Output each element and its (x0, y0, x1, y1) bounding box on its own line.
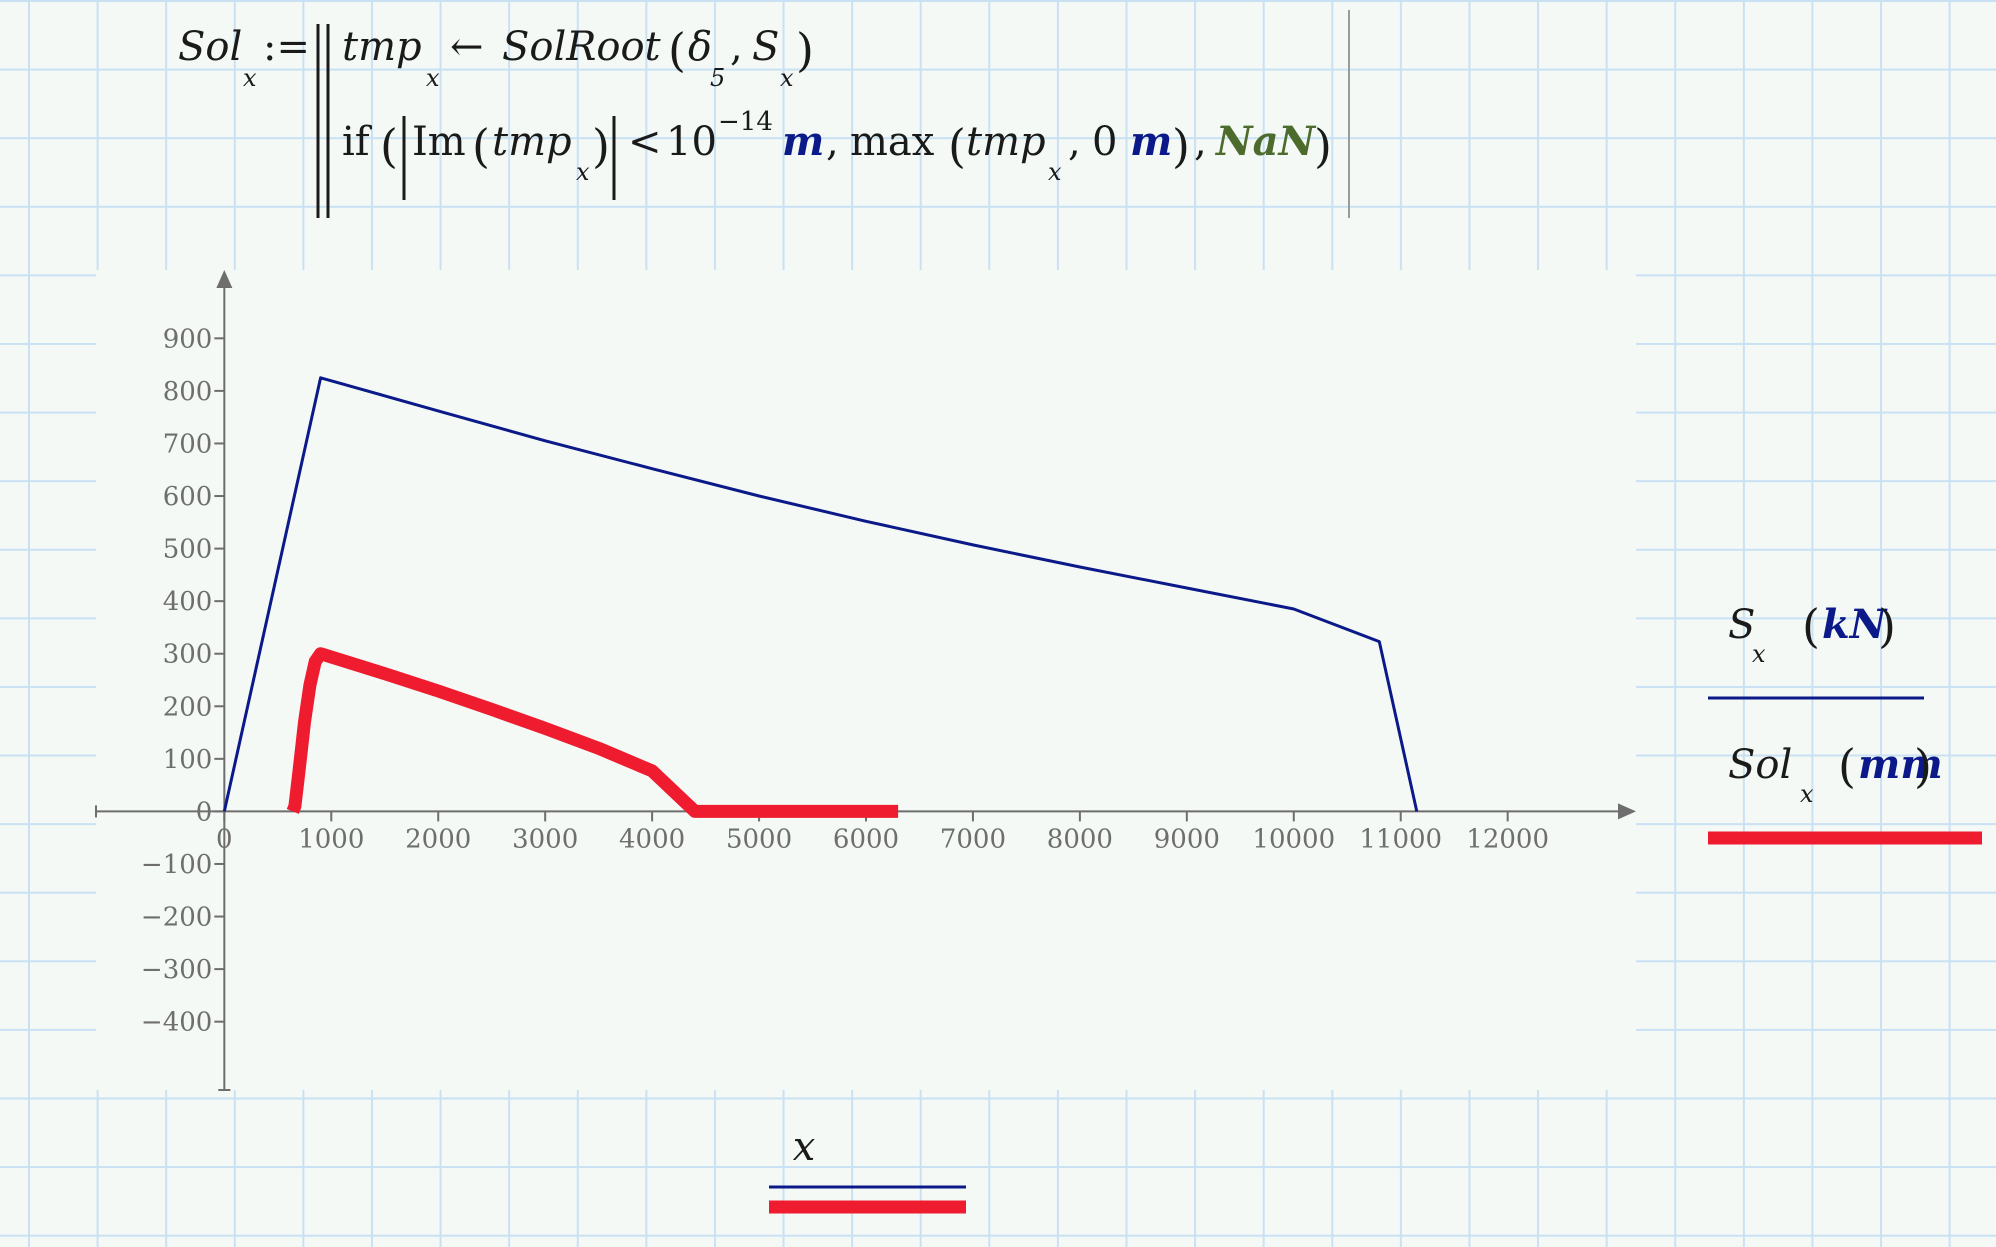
y-tick-label: 0 (196, 797, 213, 827)
line1-var: tmp (342, 24, 422, 70)
line2-var-sub: x (576, 158, 590, 186)
line2-comma1: , (826, 119, 839, 165)
line1-paren-close: ) (796, 23, 814, 77)
x-axis-arrow (1618, 803, 1636, 820)
line1-arg1-sub: 5 (710, 64, 725, 92)
line2-lt: < (628, 119, 662, 165)
x-tick-label: 7000 (940, 824, 1006, 854)
y-tick-label: −300 (141, 955, 212, 985)
x-tick-label: 9000 (1154, 824, 1220, 854)
y-tick-label: −100 (141, 850, 212, 880)
line2-im-paren-open: ( (472, 119, 490, 173)
series-line-2 (286, 647, 899, 818)
x-tick-label: 4000 (619, 824, 685, 854)
legend-label-sub-2: x (1800, 780, 1814, 808)
legend-paren-open-2: ( (1838, 739, 1856, 793)
line2-paren-open: ( (380, 119, 398, 173)
x-axis-ticks: 0 1000 2000 3000 4000 5000 6000 7000 8000 9000 100… (216, 811, 1549, 854)
line1-arg2-sub: x (780, 64, 794, 92)
formula-block: Sol x := tmp x ← SolRoot ( δ 5 , S x ) i… (0, 0, 1400, 230)
y-axis-arrow (216, 270, 233, 288)
line2-if: if (342, 119, 373, 165)
legend-label-sub-1: x (1752, 640, 1766, 668)
y-tick-label: 800 (163, 377, 213, 407)
y-tick-label: 300 (163, 640, 213, 670)
line2-base: 10 (666, 119, 717, 165)
x-tick-label: 2000 (405, 824, 471, 854)
line2-var: tmp (492, 119, 572, 165)
y-tick-label: 100 (163, 745, 213, 775)
line2-im-paren-close: ) (592, 119, 610, 173)
line1-arrow: ← (450, 24, 484, 70)
x-tick-label: 8000 (1047, 824, 1113, 854)
line2-exp: −14 (718, 107, 773, 137)
line1-arg1: δ (688, 24, 712, 70)
y-tick-label: 500 (163, 535, 213, 565)
legend-unit-1: kN (1822, 601, 1888, 648)
legend-paren-open-1: ( (1802, 599, 1820, 653)
y-tick-label: 900 (163, 324, 213, 354)
x-tick-label: 5000 (726, 824, 792, 854)
formula-assign: := (263, 24, 310, 70)
series-layer (222, 376, 1419, 818)
x-tick-label: 3000 (512, 824, 578, 854)
x-tick-label: 12000 (1466, 824, 1549, 854)
y-tick-label: 400 (163, 587, 213, 617)
x-tick-label: 6000 (833, 824, 899, 854)
line2-max-var: tmp (966, 119, 1046, 165)
formula-lhs: Sol (178, 24, 242, 70)
y-tick-label: 700 (163, 429, 213, 459)
line2-nan: NaN (1214, 118, 1316, 165)
legend-unit-2: mm (1858, 741, 1943, 788)
legend-paren-close-1: ) (1878, 599, 1896, 653)
chart-axes (95, 270, 1636, 1091)
line1-arg2: S (752, 24, 779, 70)
legend-paren-close-2: ) (1914, 739, 1932, 793)
x-tick-label: 11000 (1359, 824, 1442, 854)
line2-paren-close: ) (1314, 119, 1332, 173)
y-axis-ticks: −400 −300 −200 −100 0 100 200 300 400 500 600 700 80… (141, 324, 225, 1038)
line2-comma2: , (1068, 119, 1081, 165)
line1-func: SolRoot (502, 24, 662, 70)
y-tick-label: 200 (163, 692, 213, 722)
y-tick-label: −200 (141, 903, 212, 933)
line2-unit2: m (1130, 118, 1172, 165)
plot-region[interactable] (96, 270, 1636, 1090)
series-line-1 (222, 376, 1419, 812)
formula-lhs-sub: x (243, 64, 257, 92)
line2-max-var-sub: x (1048, 158, 1062, 186)
legend-label-2: Sol (1728, 742, 1792, 788)
line2-max: max (850, 119, 935, 165)
formula-svg: Sol x := tmp x ← SolRoot ( δ 5 , S x ) i… (178, 10, 1350, 218)
line1-var-sub: x (426, 64, 440, 92)
x-axis-label: x (793, 1124, 816, 1170)
y-tick-label: 600 (163, 482, 213, 512)
x-tick-label: 1000 (298, 824, 364, 854)
x-tick-label: 0 (216, 824, 233, 854)
y-tick-label: −400 (141, 1008, 212, 1038)
x-tick-label: 10000 (1252, 824, 1335, 854)
line2-comma3: , (1194, 119, 1207, 165)
x-axis-label-group: x (769, 1124, 966, 1214)
line2-unit: m (782, 118, 824, 165)
line2-im: Im (412, 119, 466, 165)
line2-zero: 0 (1092, 119, 1117, 165)
line2-max-paren-open: ( (948, 119, 966, 173)
line2-max-paren-close: ) (1172, 119, 1190, 173)
line1-comma: , (730, 24, 743, 70)
line1-paren-open: ( (668, 23, 686, 77)
legend-label-1: S (1728, 602, 1755, 648)
